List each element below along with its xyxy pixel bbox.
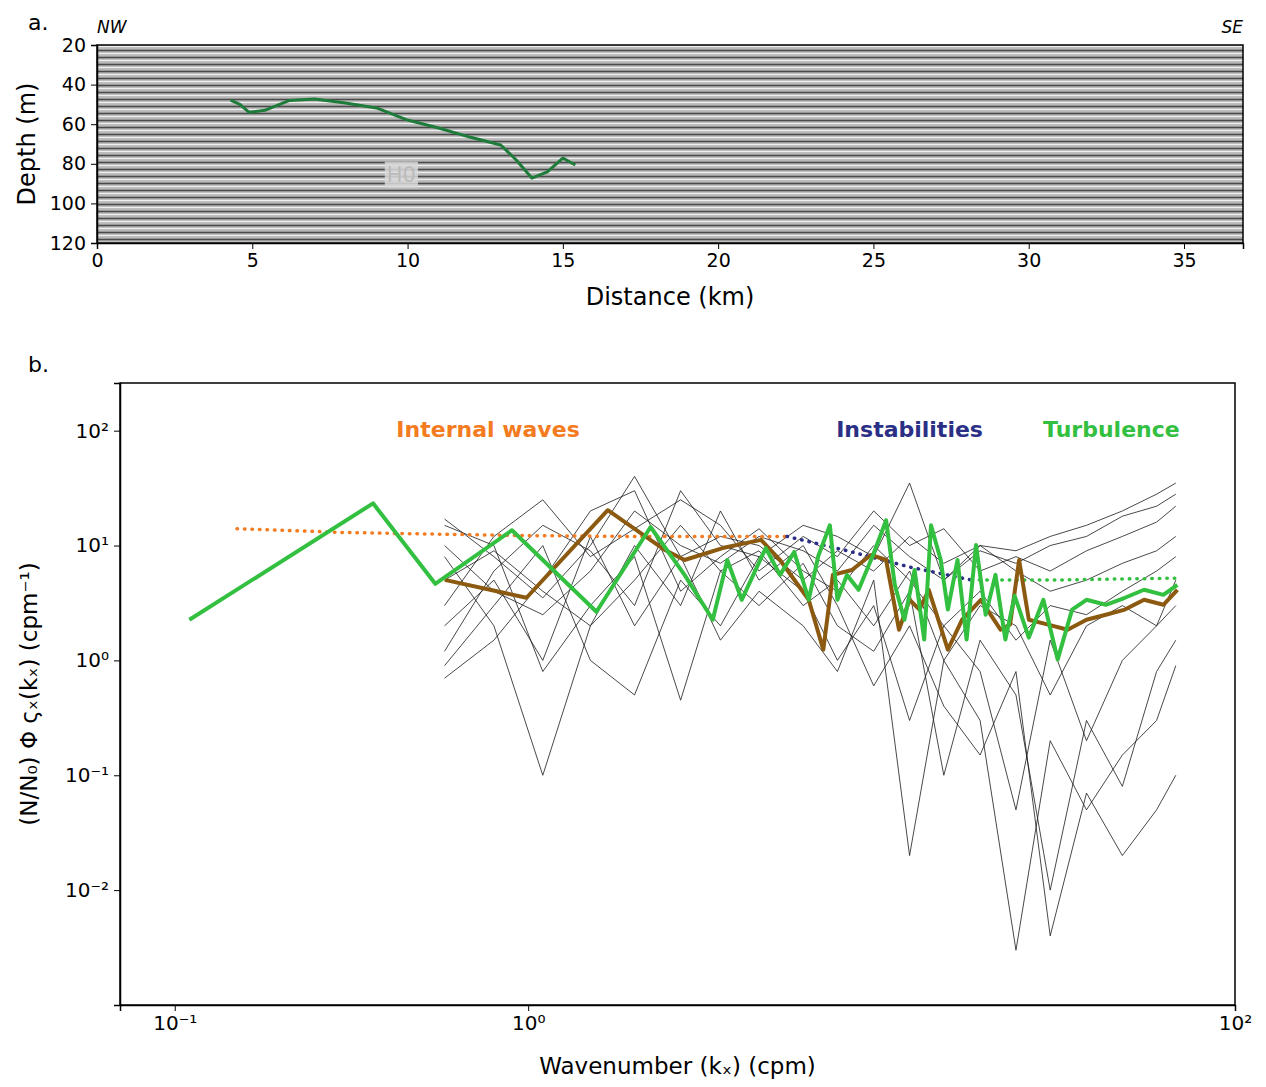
- axis-line: [114, 384, 121, 1006]
- tick-mark: [114, 660, 120, 661]
- tick-mark: [718, 243, 719, 249]
- tick-mark: [91, 164, 97, 165]
- tick: 10²: [1219, 1005, 1252, 1035]
- tick: 20: [707, 243, 731, 271]
- spectrum-line: [445, 511, 1176, 936]
- tick-mark: [114, 431, 120, 432]
- x-axis: 10⁻¹ 10⁰ 10²: [121, 1005, 1253, 1035]
- tick-label: 10⁻²: [65, 878, 109, 902]
- tick-label: 10⁻¹: [153, 1011, 197, 1035]
- tick-label: 10²: [76, 419, 109, 443]
- panel: 10⁻¹ 10⁰ 10² 10⁻² 10⁻¹ 10⁰ 10¹ 10² Wavenumber (k…: [16, 352, 1253, 1079]
- annotation: Turbulence: [1043, 417, 1180, 442]
- tick: 15: [551, 243, 575, 271]
- tick-label: 5: [247, 249, 259, 271]
- tick: 10⁻¹: [65, 763, 120, 787]
- panel: 0 5 10 15 20 25 30 35 20 40 60 80 100 120 Distance (km…: [13, 10, 1244, 311]
- axis-line: [121, 1006, 1236, 1012]
- x-axis-title: Distance (km): [586, 283, 755, 311]
- spectrum-line: [445, 476, 1176, 598]
- tick: 10¹: [76, 533, 120, 557]
- tick-label: 25: [862, 249, 886, 271]
- tick-label: 0: [91, 249, 103, 271]
- tick-label: 120: [50, 232, 86, 254]
- annotation: Instabilities: [836, 417, 983, 442]
- axis-line: [98, 244, 1244, 250]
- tick-mark: [91, 243, 97, 244]
- plot-area: [189, 476, 1177, 950]
- tick-mark: [528, 1005, 529, 1011]
- axis-line: [91, 46, 98, 244]
- y-axis-title: (N/N₀) Φ ςₓ(kₓ) (cpm⁻¹): [16, 562, 42, 826]
- model-line: [972, 578, 1176, 580]
- tick: 30: [1017, 243, 1041, 271]
- tick-label: 10⁰: [512, 1011, 545, 1035]
- tick: 120: [50, 232, 97, 254]
- spectrum-line: [445, 525, 1176, 890]
- tick: 35: [1172, 243, 1196, 271]
- tick-mark: [91, 124, 97, 125]
- tick: 100: [50, 192, 97, 214]
- tick-label: 80: [62, 152, 86, 174]
- panel-label: b.: [28, 352, 49, 377]
- tick: 5: [247, 243, 259, 271]
- y-axis: 10⁻² 10⁻¹ 10⁰ 10¹ 10²: [65, 384, 121, 1006]
- tick-label: 10⁻¹: [65, 763, 109, 787]
- tick-mark: [91, 203, 97, 204]
- tick-mark: [408, 243, 409, 249]
- tick: 10²: [76, 419, 120, 443]
- tick: 0: [91, 243, 103, 271]
- tick-mark: [1184, 243, 1185, 249]
- tick-label: 10: [396, 249, 420, 271]
- y-axis: 20 40 60 80 100 120: [50, 34, 98, 254]
- tick-label: 100: [50, 192, 86, 214]
- tick-mark: [91, 45, 97, 46]
- tick-label: 10²: [1219, 1011, 1252, 1035]
- tick-label: 20: [707, 249, 731, 271]
- x-axis-title: Wavenumber (kₓ) (cpm): [539, 1053, 816, 1079]
- tick-label: 15: [551, 249, 575, 271]
- tick-mark: [873, 243, 874, 249]
- tick: 10⁻¹: [153, 1005, 197, 1035]
- tick: 25: [862, 243, 886, 271]
- direction-label: SE: [1221, 17, 1243, 37]
- tick-mark: [175, 1005, 176, 1011]
- tick: 10⁰: [512, 1005, 545, 1035]
- label-backdrop: [385, 162, 418, 188]
- spectrum-line: [445, 525, 1176, 775]
- direction-label: NW: [97, 17, 128, 37]
- tick-mark: [1235, 1005, 1236, 1011]
- tick-mark: [252, 243, 253, 249]
- tick: 10⁰: [76, 648, 120, 672]
- tick-label: 10¹: [76, 533, 109, 557]
- plot-frame: [97, 45, 1243, 243]
- tick-mark: [114, 546, 120, 547]
- annotation: Internal waves: [396, 417, 579, 442]
- tick-label: 20: [62, 34, 86, 56]
- spectrum-line: [189, 503, 1177, 659]
- tick: 20: [62, 34, 97, 56]
- tick: 80: [62, 152, 97, 174]
- panel-label: a.: [28, 10, 48, 35]
- tick: 60: [62, 113, 97, 135]
- plot-frame: [120, 383, 1235, 1005]
- y-axis-title: Depth (m): [13, 83, 41, 206]
- seismic-section: [97, 45, 1243, 243]
- tick-label: 30: [1017, 249, 1041, 271]
- figure: 0 5 10 15 20 25 30 35 20 40 60 80 100 120 Distance (km…: [0, 0, 1266, 1087]
- tick: 10: [396, 243, 420, 271]
- tick-label: 60: [62, 113, 86, 135]
- tick-label: 35: [1172, 249, 1196, 271]
- tick-mark: [114, 775, 120, 776]
- tick-mark: [91, 85, 97, 86]
- tick: 10⁻²: [65, 878, 120, 902]
- tick: 40: [62, 73, 97, 95]
- tick-label: 10⁰: [76, 648, 109, 672]
- x-axis: 0 5 10 15 20 25 30 35: [91, 243, 1243, 271]
- tick-label: 40: [62, 73, 86, 95]
- tick-mark: [1029, 243, 1030, 249]
- tick-mark: [563, 243, 564, 249]
- tick-mark: [114, 890, 120, 891]
